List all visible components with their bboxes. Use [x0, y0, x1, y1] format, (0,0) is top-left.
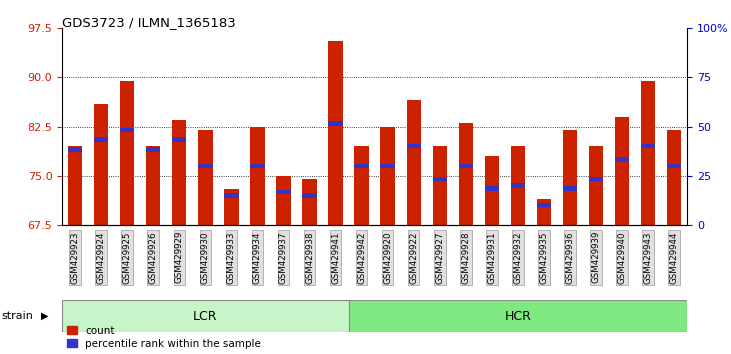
- Bar: [303, 193, 317, 198]
- Bar: [146, 146, 160, 225]
- Bar: [485, 187, 499, 191]
- Legend: count, percentile rank within the sample: count, percentile rank within the sample: [67, 326, 261, 349]
- Text: ▶: ▶: [41, 311, 48, 321]
- Bar: [146, 147, 160, 152]
- Bar: [433, 177, 447, 181]
- Bar: [406, 144, 421, 148]
- Bar: [276, 176, 291, 225]
- Bar: [198, 130, 213, 225]
- Bar: [250, 164, 265, 168]
- Bar: [173, 120, 186, 225]
- Bar: [589, 146, 603, 225]
- Bar: [641, 144, 655, 148]
- Bar: [563, 187, 577, 191]
- Bar: [120, 127, 135, 132]
- Bar: [303, 179, 317, 225]
- Bar: [68, 146, 83, 225]
- Bar: [355, 164, 368, 168]
- Bar: [276, 190, 291, 194]
- Bar: [173, 137, 186, 142]
- Bar: [537, 199, 551, 225]
- Text: GDS3723 / ILMN_1365183: GDS3723 / ILMN_1365183: [62, 16, 236, 29]
- Bar: [328, 121, 343, 126]
- Bar: [198, 164, 213, 168]
- Bar: [120, 81, 135, 225]
- Bar: [224, 189, 238, 225]
- Bar: [381, 126, 395, 225]
- Text: strain: strain: [1, 311, 34, 321]
- Bar: [433, 146, 447, 225]
- Bar: [381, 164, 395, 168]
- Bar: [511, 183, 525, 188]
- Bar: [94, 104, 108, 225]
- Bar: [615, 117, 629, 225]
- Bar: [615, 157, 629, 161]
- Bar: [250, 126, 265, 225]
- Bar: [224, 193, 238, 198]
- Bar: [94, 137, 108, 142]
- FancyBboxPatch shape: [349, 300, 687, 332]
- Bar: [328, 41, 343, 225]
- Bar: [68, 147, 83, 152]
- Bar: [458, 164, 473, 168]
- Bar: [537, 203, 551, 207]
- Bar: [563, 130, 577, 225]
- Bar: [667, 130, 681, 225]
- Bar: [355, 146, 368, 225]
- Text: LCR: LCR: [193, 310, 218, 322]
- Bar: [458, 123, 473, 225]
- Bar: [641, 81, 655, 225]
- Bar: [511, 146, 525, 225]
- Text: HCR: HCR: [504, 310, 531, 322]
- FancyBboxPatch shape: [62, 300, 349, 332]
- Bar: [589, 177, 603, 181]
- Bar: [485, 156, 499, 225]
- Bar: [667, 164, 681, 168]
- Bar: [406, 100, 421, 225]
